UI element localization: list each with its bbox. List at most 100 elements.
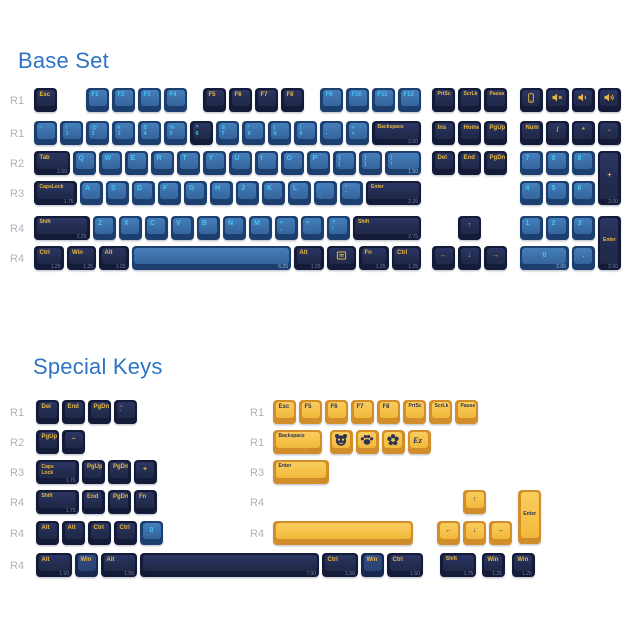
key-size-label: 1.50 [345, 571, 355, 577]
key-esc: Esc [273, 400, 296, 424]
volume-mute-icon [548, 90, 566, 107]
key-size-label: 2.25 [408, 199, 418, 205]
key-q: Q [73, 151, 96, 175]
key-8: 8 [545, 151, 569, 175]
key-size-label: 1.75 [65, 478, 76, 484]
key-t: T [177, 151, 200, 175]
key-j: J [235, 181, 259, 205]
key-slash: ? / [326, 216, 350, 240]
key-volume-up [597, 88, 621, 112]
key-tilde: ~ [62, 430, 85, 454]
key-size-label: 1.25 [408, 264, 418, 270]
key-semicolon: :; [313, 181, 337, 205]
key-backtick: ~ ` [114, 400, 137, 424]
key-ctrl: Ctrl [88, 521, 111, 545]
key-win: Win [75, 553, 98, 577]
row-label: R4 [10, 560, 25, 572]
key-volume-down [571, 88, 595, 112]
key-7: & 7 [216, 121, 239, 145]
key-size-label: 1.50 [408, 169, 418, 175]
key-phone [519, 88, 543, 112]
key-size-label: 2.25 [76, 234, 87, 240]
key-pgdn: PgDn [107, 460, 131, 484]
key-9: 9 [571, 151, 595, 175]
key-m: M [248, 216, 272, 240]
key-spacebar: 7.00 [140, 553, 319, 577]
key-shift: Shift 2.75 [352, 216, 421, 240]
key-apostrophe: " ' [339, 181, 363, 205]
row-label: R1 [10, 128, 25, 140]
key-5: % 5 [164, 121, 187, 145]
key-size-label: 2.25 [315, 478, 326, 484]
key-arrow-left: ← [437, 521, 461, 545]
key-tab: Tab 1.50 [34, 151, 70, 175]
section-title-base: Base Set [18, 48, 109, 73]
key-2: 2 [545, 216, 569, 240]
key-del: Del [36, 400, 59, 424]
key-pgup: PgUp [36, 430, 59, 454]
key-f8: F8 [281, 88, 304, 112]
key-pgup: PgUp [484, 121, 508, 145]
key-z: Z [92, 216, 116, 240]
row-label: R2 [10, 158, 25, 170]
key-fn: Fn 1.25 [359, 246, 389, 270]
key-plus: +2.00 [597, 151, 621, 205]
key-ctrl: Ctrl 1.25 [391, 246, 421, 270]
key-d: D [131, 181, 155, 205]
key-arrow-right: → [484, 246, 508, 270]
key-size-label: 1.50 [124, 571, 134, 577]
key-f10: F10 [346, 88, 369, 112]
key-prtsc: PrtSc [432, 88, 456, 112]
row-label: R1 [250, 407, 265, 419]
key-1: 1 [519, 216, 543, 240]
key-4: $4 [138, 121, 161, 145]
key-size-label: 2.00 [408, 139, 418, 145]
key-signature: Ez [407, 430, 431, 454]
key-menu [326, 246, 356, 270]
key-n: N [222, 216, 246, 240]
key-k: K [261, 181, 285, 205]
key-size-label: 2.00 [528, 538, 539, 544]
key-arrow-right: → [489, 521, 513, 545]
row-label: R4 [250, 528, 265, 540]
key-panda [329, 430, 353, 454]
key-pgdn: PgDn [88, 400, 111, 424]
row-label: R4 [250, 497, 265, 509]
paw-icon [358, 432, 376, 449]
section-title-special: Special Keys [33, 354, 163, 379]
key-arrow-up: ↑ [458, 216, 482, 240]
key-enter: Enter 2.25 [365, 181, 421, 205]
key-b: B [196, 216, 220, 240]
key-arrow-down: ↓ [458, 246, 482, 270]
key-v: V [170, 216, 194, 240]
key-size-label: 1.25 [50, 264, 61, 270]
key-i: I [255, 151, 278, 175]
key-0: 0 2.00 [519, 246, 569, 270]
key-2: @2 [86, 121, 109, 145]
key-f7: F7 [351, 400, 374, 424]
key-pause: Pause [455, 400, 478, 424]
key-win: Win [361, 553, 384, 577]
row-label: R3 [10, 467, 25, 479]
row-label: R4 [10, 497, 25, 509]
key-size-label: 1.25 [375, 264, 386, 270]
key-o: O [281, 151, 304, 175]
key-a: A [79, 181, 103, 205]
key-size-label: 6.25 [278, 264, 288, 270]
key-f6: F6 [325, 400, 348, 424]
key-size-label: 2.00 [556, 264, 566, 270]
key-backspace: Backspace 2.00 [273, 430, 322, 454]
key-spacebar: 6.25 [131, 246, 291, 270]
key-size-label: 1.75 [463, 571, 474, 577]
row-label: R4 [10, 223, 25, 235]
flower-icon [384, 432, 402, 449]
key-size-label: 1.75 [63, 199, 74, 205]
key-backtick: ~ ` [34, 121, 57, 145]
key-f11: F11 [372, 88, 395, 112]
key-asterisk: * [571, 121, 595, 145]
key-backspace: Backspace 2.00 [372, 121, 421, 145]
row-label: R4 [10, 253, 25, 265]
key-u: U [229, 151, 252, 175]
